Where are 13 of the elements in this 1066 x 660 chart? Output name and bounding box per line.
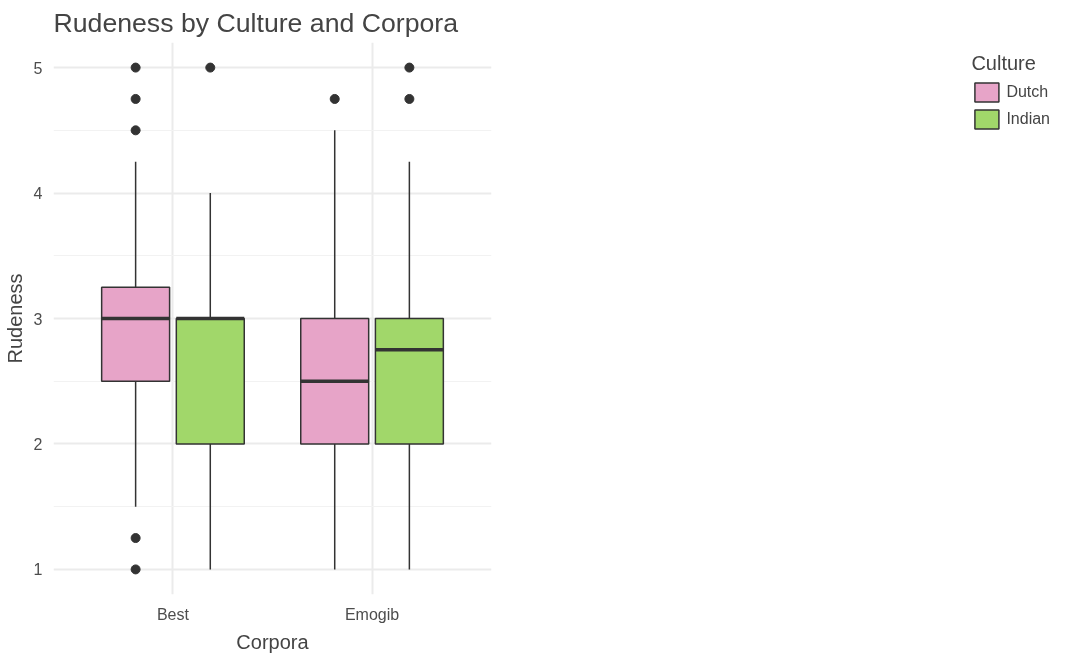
x-tick-label: Emogib bbox=[344, 605, 400, 623]
legend-label: Dutch bbox=[1006, 83, 1049, 101]
y-tick-label: 4 bbox=[33, 185, 43, 203]
y-axis-title: Rudeness bbox=[3, 273, 26, 364]
chart-title: Rudeness by Culture and Corpora bbox=[53, 7, 459, 38]
legend-label: Indian bbox=[1006, 110, 1050, 128]
x-tick-label: Best bbox=[156, 605, 190, 623]
y-tick-label: 1 bbox=[33, 561, 43, 579]
y-tick-label: 2 bbox=[33, 435, 43, 453]
y-tick-label: 5 bbox=[33, 59, 43, 77]
x-axis-title: Corpora bbox=[236, 630, 310, 653]
y-tick-label: 3 bbox=[33, 310, 43, 328]
legend-title: Culture bbox=[971, 52, 1037, 75]
